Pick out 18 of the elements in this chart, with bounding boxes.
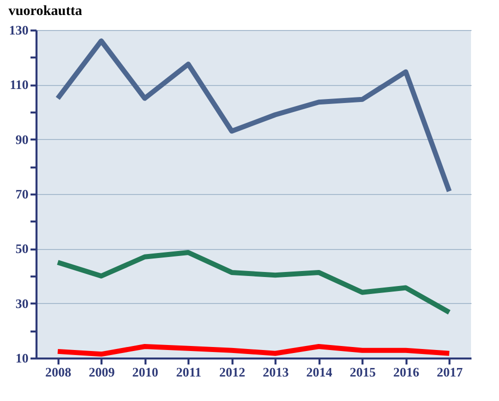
y-tick-label: 90 (16, 132, 28, 147)
y-tick-label: 10 (16, 350, 28, 366)
x-tick-label: 2014 (306, 364, 333, 380)
y-tick-label: 130 (9, 22, 28, 38)
x-tick-label: 2017 (436, 364, 464, 380)
y-tick-label: 70 (16, 186, 28, 202)
x-tick-label: 2009 (88, 364, 116, 380)
y-tick-label: 50 (16, 241, 28, 256)
chart-title: vuorokautta (8, 4, 82, 19)
y-tick-label: 110 (10, 77, 28, 92)
x-tick-label: 2010 (132, 364, 158, 380)
x-tick-label: 2016 (393, 364, 420, 380)
x-tick-label: 2015 (350, 364, 376, 380)
x-tick-label: 2012 (219, 364, 246, 380)
x-tick-label: 2008 (45, 364, 72, 380)
x-tick-label: 2011 (176, 364, 202, 380)
y-tick-label: 30 (16, 296, 28, 311)
x-tick-label: 2013 (262, 364, 290, 380)
